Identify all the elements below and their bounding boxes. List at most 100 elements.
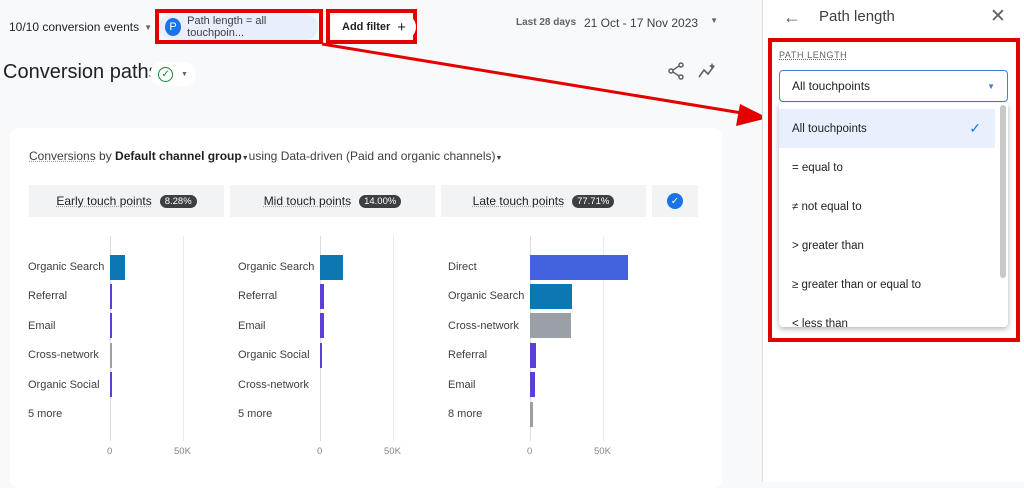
segment-label: Late touch points <box>472 194 565 208</box>
check-icon: ✓ <box>969 120 981 136</box>
segment-label: Mid touch points <box>263 194 352 208</box>
date-range-label: 21 Oct - 17 Nov 2023 <box>584 16 699 30</box>
bar-label: Direct <box>448 261 477 273</box>
scrollbar[interactable] <box>1000 105 1006 278</box>
segment-percent: 77.71% <box>572 194 615 208</box>
top-bar: 10/10 conversion events ▼ P Path length = … <box>0 0 760 48</box>
page-title: Conversion paths <box>3 61 159 83</box>
add-filter-button[interactable]: Add filter + <box>332 14 417 40</box>
axis-zero-line <box>530 236 531 441</box>
segment-select-all[interactable]: ✓ <box>652 185 698 217</box>
filter-chip-label: Path length = all touchpoin... <box>187 15 267 39</box>
path-length-options: All touchpoints ✓ = equal to ≠ not equal to… <box>779 103 1008 327</box>
bar[interactable] <box>110 283 113 309</box>
metric-selector[interactable]: Conversions <box>29 149 96 163</box>
bar-label: Referral <box>238 290 278 303</box>
bar[interactable] <box>530 372 536 398</box>
conversion-events-label: 10/10 conversion events <box>9 20 140 34</box>
path-length-field-label: PATH LENGTH <box>779 50 848 60</box>
option-label: ≠ not equal to <box>792 200 862 213</box>
option-item[interactable]: ≠ not equal to <box>779 187 995 226</box>
bar-label: Referral <box>448 349 488 362</box>
bar-label: Cross-network <box>448 319 519 332</box>
date-range-picker[interactable]: 21 Oct - 17 Nov 2023 ▼ <box>584 16 718 30</box>
add-filter-label: Add filter <box>342 21 391 33</box>
bar[interactable] <box>320 254 344 280</box>
caret-down-icon: ▼ <box>181 70 188 78</box>
selected-value: All touchpoints <box>792 79 871 93</box>
bar-label: Organic Social <box>238 349 310 362</box>
insights-icon[interactable] <box>697 62 717 85</box>
option-item[interactable]: < less than <box>779 304 995 328</box>
report-status-dropdown[interactable]: ✓ ▼ <box>150 62 196 86</box>
bar-label: Organic Search <box>28 261 105 273</box>
bar[interactable] <box>110 254 125 280</box>
gridline <box>603 236 604 441</box>
option-item[interactable]: ≥ greater than or equal to <box>779 265 995 304</box>
gridline <box>393 236 394 441</box>
option-label: > greater than <box>792 239 864 252</box>
bar[interactable] <box>530 254 628 280</box>
option-item[interactable]: = equal to <box>779 148 995 187</box>
bar[interactable] <box>320 313 325 339</box>
share-icon[interactable] <box>667 62 685 85</box>
bar-label: Organic Search <box>238 261 315 273</box>
bar[interactable] <box>530 401 533 427</box>
option-label: = equal to <box>792 161 843 174</box>
check-circle-icon: ✓ <box>158 66 174 82</box>
option-item[interactable]: All touchpoints ✓ <box>779 109 995 148</box>
bar[interactable] <box>530 342 536 368</box>
attribution-model-selector[interactable]: using Data-driven (Paid and organic chan… <box>248 149 496 163</box>
bar-label: 8 more <box>448 408 483 420</box>
option-item[interactable]: > greater than <box>779 226 995 265</box>
chart-heading: Conversions by Default channel group▼usi… <box>29 149 502 163</box>
bar[interactable] <box>320 342 323 368</box>
panel-title: Path length <box>819 8 895 25</box>
x-tick-label: 0 <box>317 446 323 457</box>
bar[interactable] <box>110 342 112 368</box>
axis-zero-line <box>110 236 111 441</box>
back-arrow-icon[interactable]: ← <box>783 7 801 27</box>
caret-down-icon: ▼ <box>495 155 503 162</box>
date-preset-label: Last 28 days <box>516 17 577 28</box>
bar-label: Email <box>448 378 476 391</box>
by-text: by <box>95 149 116 163</box>
x-tick-label: 50K <box>174 446 191 457</box>
filter-badge: P <box>165 18 182 36</box>
segment-late-touch-points[interactable]: Late touch points 77.71% <box>441 185 646 217</box>
bar-label: 5 more <box>238 408 273 420</box>
filter-chip-path-length[interactable]: P Path length = all touchpoin... <box>159 14 318 40</box>
bar-label: Organic Search <box>448 290 525 303</box>
bar[interactable] <box>530 283 573 309</box>
segment-label: Early touch points <box>56 194 152 208</box>
option-label: ≥ greater than or equal to <box>792 278 922 291</box>
bar-label: Cross-network <box>238 378 309 391</box>
caret-down-icon: ▼ <box>710 16 718 25</box>
bar[interactable] <box>320 283 325 309</box>
gridline <box>183 236 184 441</box>
close-icon[interactable]: ✕ <box>990 6 1006 27</box>
caret-down-icon: ▼ <box>241 155 249 162</box>
x-tick-label: 50K <box>384 446 401 457</box>
bar[interactable] <box>110 372 112 398</box>
bar-label: 5 more <box>28 408 63 420</box>
x-tick-label: 50K <box>594 446 611 457</box>
segment-percent: 8.28% <box>159 194 197 208</box>
bar[interactable] <box>530 313 571 339</box>
segment-mid-touch-points[interactable]: Mid touch points 14.00% <box>230 185 435 217</box>
conversion-events-dropdown[interactable]: 10/10 conversion events ▼ <box>9 20 152 34</box>
bar[interactable] <box>110 313 112 339</box>
caret-down-icon: ▼ <box>987 81 995 91</box>
segment-early-touch-points[interactable]: Early touch points 8.28% <box>29 185 224 217</box>
x-tick-label: 0 <box>107 446 113 457</box>
option-label: All touchpoints <box>792 122 867 135</box>
x-tick-label: 0 <box>527 446 533 457</box>
bar-label: Email <box>238 319 266 332</box>
dimension-selector[interactable]: Default channel group <box>115 149 242 163</box>
path-length-select[interactable]: All touchpoints ▼ <box>779 70 1008 102</box>
bar-label: Organic Social <box>28 378 100 391</box>
bar-label: Cross-network <box>28 349 99 362</box>
bar-label: Email <box>28 319 56 332</box>
axis-zero-line <box>320 236 321 441</box>
